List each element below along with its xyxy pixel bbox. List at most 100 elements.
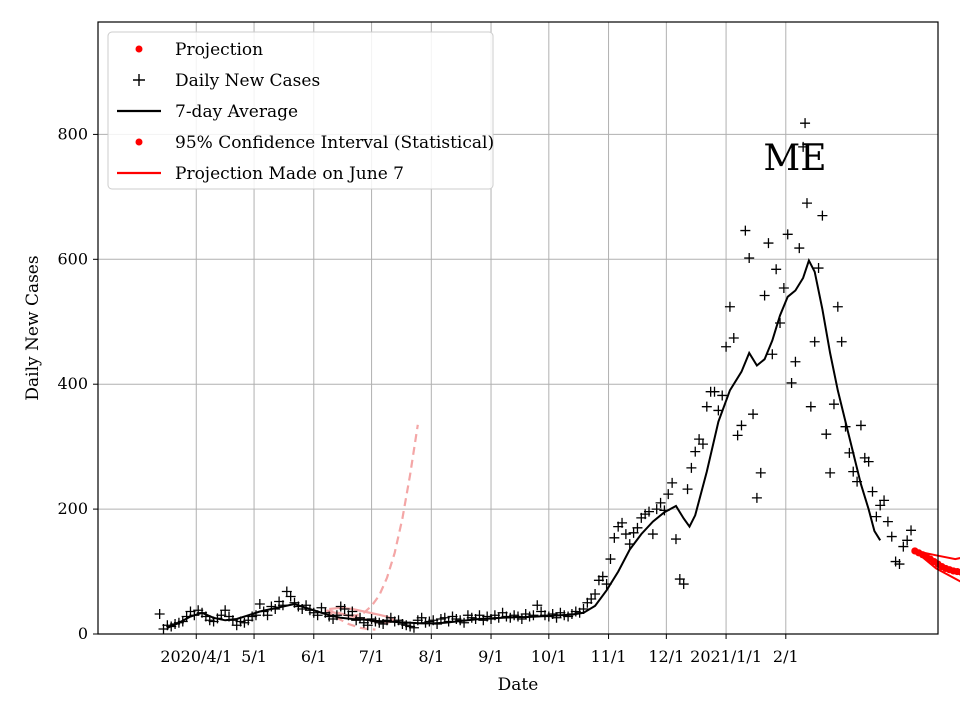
daily-case-point xyxy=(732,430,743,441)
daily-case-point xyxy=(800,118,811,129)
daily-case-point xyxy=(863,456,874,467)
daily-case-point xyxy=(848,466,859,477)
ci-upper-line xyxy=(914,549,960,561)
daily-case-point xyxy=(898,541,909,552)
daily-case-point xyxy=(736,420,747,431)
legend: Projection Daily New Cases 7-day Average 95… xyxy=(107,31,494,190)
daily-case-point xyxy=(362,620,373,631)
legend-label: 7-day Average xyxy=(175,102,298,122)
daily-case-point xyxy=(597,571,608,582)
daily-case-point xyxy=(609,532,620,543)
ci-lower-line xyxy=(914,550,960,583)
daily-case-point xyxy=(767,349,778,360)
daily-case-point xyxy=(825,467,836,478)
daily-case-point xyxy=(759,290,770,301)
x-tick-label: 2021/1/1 xyxy=(690,647,762,666)
projection-point xyxy=(957,568,960,576)
daily-case-point xyxy=(748,409,759,420)
x-tick-label: 10/1 xyxy=(531,647,567,666)
tick-layer: 0 200 400 600 800 2020/4/1 5/1 6/1 7/1 8/1 9/1 10/1… xyxy=(57,124,798,666)
daily-case-point xyxy=(728,332,739,343)
data-layer xyxy=(154,118,960,635)
daily-case-point xyxy=(682,484,693,495)
daily-case-point xyxy=(655,497,666,508)
daily-case-point xyxy=(882,516,893,527)
daily-case-point xyxy=(647,529,658,540)
daily-case-point xyxy=(817,210,828,221)
daily-case-point xyxy=(786,377,797,388)
daily-case-point xyxy=(532,600,543,611)
daily-case-point xyxy=(771,264,782,275)
x-tick-label: 2020/4/1 xyxy=(160,647,232,666)
daily-case-point xyxy=(755,467,766,478)
daily-case-point xyxy=(832,301,843,312)
daily-case-point xyxy=(778,283,789,294)
daily-case-point xyxy=(617,517,628,528)
daily-case-point xyxy=(528,610,539,621)
daily-case-point xyxy=(663,489,674,500)
x-axis-title: Date xyxy=(498,675,539,695)
daily-case-point xyxy=(644,506,655,517)
seven-day-average-line xyxy=(167,258,882,629)
daily-case-point xyxy=(620,529,631,540)
legend-label: Daily New Cases xyxy=(175,71,320,91)
daily-case-point xyxy=(894,559,905,570)
plot-frame xyxy=(97,21,939,635)
y-tick-label: 800 xyxy=(57,124,88,143)
daily-case-point xyxy=(408,622,419,633)
daily-case-point xyxy=(794,243,805,254)
x-tick-label: 8/1 xyxy=(418,647,444,666)
daily-case-point xyxy=(632,522,643,533)
daily-case-point xyxy=(667,477,678,488)
state-label: ME xyxy=(763,138,826,179)
x-tick-label: 11/1 xyxy=(591,647,627,666)
daily-case-point xyxy=(751,492,762,503)
daily-case-point xyxy=(801,198,812,209)
daily-case-point xyxy=(798,141,809,152)
daily-case-point xyxy=(805,401,816,412)
daily-case-point xyxy=(339,604,350,615)
legend-label: Projection xyxy=(175,40,263,60)
daily-case-point xyxy=(154,609,165,620)
daily-case-point xyxy=(254,599,265,610)
daily-case-point xyxy=(717,390,728,401)
daily-case-point xyxy=(605,554,616,565)
daily-case-point xyxy=(763,238,774,249)
daily-case-point xyxy=(678,579,689,590)
daily-case-point xyxy=(459,617,470,628)
daily-case-point xyxy=(790,356,801,367)
daily-case-point xyxy=(836,336,847,347)
daily-case-point xyxy=(701,401,712,412)
legend-marker-dot xyxy=(135,45,143,53)
x-tick-label: 6/1 xyxy=(301,647,327,666)
y-tick-label: 0 xyxy=(78,624,88,643)
y-tick-label: 600 xyxy=(57,249,88,268)
y-axis-title: Daily New Cases xyxy=(23,255,43,400)
daily-case-point xyxy=(651,504,662,515)
daily-case-point xyxy=(871,511,882,522)
daily-case-point xyxy=(220,605,231,616)
legend-label: 95% Confidence Interval (Statistical) xyxy=(175,133,494,153)
legend-marker-plus xyxy=(133,74,145,86)
y-tick-label: 200 xyxy=(57,499,88,518)
daily-case-point xyxy=(721,341,732,352)
daily-case-point xyxy=(809,336,820,347)
daily-case-point xyxy=(902,535,913,546)
daily-case-point xyxy=(886,531,897,542)
daily-case-point xyxy=(724,301,735,312)
x-tick-label: 9/1 xyxy=(478,647,504,666)
daily-case-point xyxy=(813,263,824,274)
x-tick-label: 2/1 xyxy=(773,647,799,666)
daily-case-point xyxy=(855,420,866,431)
daily-case-point xyxy=(821,429,832,440)
legend-box xyxy=(107,31,494,190)
daily-case-point xyxy=(347,606,358,617)
daily-case-point xyxy=(744,253,755,264)
y-tick-label: 400 xyxy=(57,374,88,393)
daily-case-point xyxy=(285,591,296,602)
legend-label: Projection Made on June 7 xyxy=(175,164,404,184)
daily-case-point xyxy=(867,486,878,497)
legend-marker-dot xyxy=(135,138,143,146)
